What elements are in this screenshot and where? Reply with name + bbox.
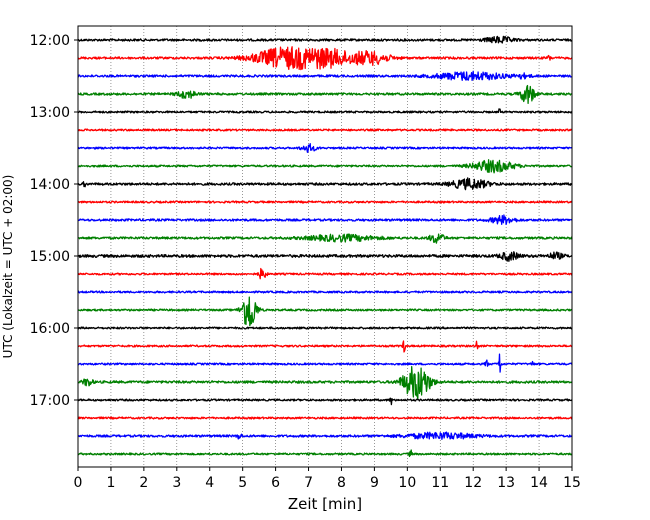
x-tick-label: 6 (271, 475, 280, 491)
trace-1415 (77, 200, 573, 204)
trace-1230 (77, 70, 573, 81)
trace-1430 (77, 214, 573, 226)
x-tick-label: 0 (74, 475, 83, 491)
trace-1630 (77, 353, 573, 373)
trace-1445 (77, 233, 573, 244)
x-tick-label: 2 (139, 475, 148, 491)
trace-1545 (77, 296, 573, 327)
y-tick-label: 16:00 (30, 321, 70, 337)
trace-1515 (77, 267, 573, 280)
x-tick-label: 5 (238, 475, 247, 491)
trace-1215 (77, 46, 573, 71)
x-tick-label: 4 (205, 475, 214, 491)
trace-1715 (77, 416, 573, 420)
trace-1245 (77, 84, 573, 105)
trace-1400 (77, 177, 573, 191)
y-axis-ticks: 12:00 13:00 14:00 15:00 16:00 17:00 (30, 33, 78, 409)
trace-1345 (77, 159, 573, 174)
x-tick-label: 1 (106, 475, 115, 491)
trace-1330 (77, 142, 573, 153)
x-tick-label: 3 (172, 475, 181, 491)
x-tick-label: 13 (497, 475, 515, 491)
y-tick-label: 15:00 (30, 249, 70, 265)
x-axis-label: Zeit [min] (288, 495, 362, 513)
x-tick-label: 8 (337, 475, 346, 491)
trace-1700 (77, 397, 573, 406)
trace-1315 (77, 128, 573, 132)
x-tick-label: 14 (530, 475, 548, 491)
y-tick-label: 17:00 (30, 393, 70, 409)
y-tick-label: 13:00 (30, 105, 70, 121)
y-tick-label: 14:00 (30, 177, 70, 193)
plot-frame (77, 25, 573, 468)
trace-1530 (77, 290, 573, 294)
x-tick-label: 11 (431, 475, 449, 491)
trace-group (77, 35, 573, 458)
trace-1500 (77, 251, 573, 262)
trace-1645 (77, 366, 573, 401)
trace-1615 (77, 340, 573, 353)
x-tick-label: 9 (370, 475, 379, 491)
x-axis-ticks: 0 1 2 3 4 5 6 7 8 9 10 11 12 13 14 15 (74, 467, 581, 491)
x-tick-label: 12 (464, 475, 482, 491)
trace-1600 (77, 326, 573, 330)
trace-1745 (77, 449, 573, 458)
trace-1730 (77, 431, 573, 440)
trace-1300 (77, 108, 573, 114)
x-tick-label: 7 (304, 475, 313, 491)
x-tick-label: 15 (563, 475, 581, 491)
trace-1200 (77, 35, 573, 44)
y-axis-label: UTC (Lokalzeit = UTC + 02:00) (1, 175, 15, 359)
y-tick-label: 12:00 (30, 33, 70, 49)
x-tick-label: 10 (398, 475, 416, 491)
